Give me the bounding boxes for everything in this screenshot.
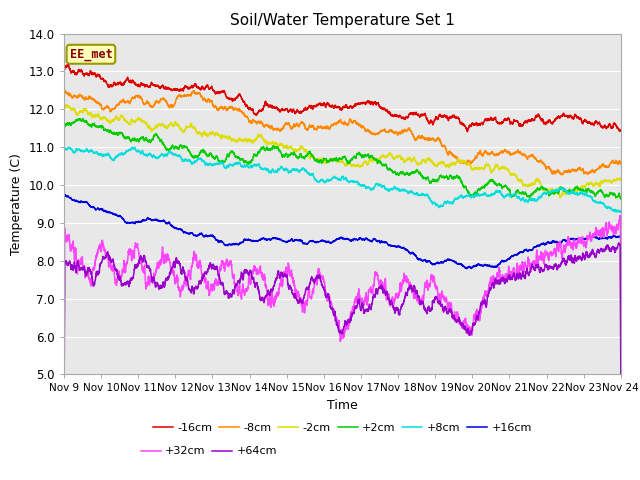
+64cm [179,265,187,271]
Line: +64cm: +64cm [64,243,621,412]
+32cm [216,269,223,275]
+8cm [397,188,404,193]
-16cm [65,61,72,67]
-8cm [180,93,188,99]
Line: -16cm: -16cm [64,64,621,132]
-2cm [617,177,625,182]
-8cm [60,89,68,95]
+2cm [406,171,414,177]
+32cm [564,235,572,241]
+64cm [397,307,404,312]
Line: +32cm: +32cm [64,216,621,393]
-2cm [397,155,404,161]
-8cm [406,129,414,134]
+2cm [180,144,188,150]
-16cm [60,67,68,72]
-16cm [406,111,414,117]
+16cm [564,238,572,243]
+2cm [397,170,404,176]
+2cm [564,190,572,195]
-2cm [63,102,70,108]
-16cm [463,129,471,134]
Y-axis label: Temperature (C): Temperature (C) [10,153,23,255]
-2cm [406,156,414,162]
-8cm [61,88,69,94]
-8cm [397,131,404,136]
+16cm [397,245,404,251]
Line: +8cm: +8cm [64,147,621,212]
-16cm [180,87,188,93]
Legend: +32cm, +64cm: +32cm, +64cm [136,442,282,461]
+64cm [615,240,623,246]
+64cm [60,409,68,415]
+16cm [216,239,223,245]
+16cm [617,233,625,239]
+64cm [617,371,625,376]
+32cm [179,282,187,288]
+16cm [60,192,68,197]
-8cm [557,172,564,178]
-16cm [397,114,404,120]
-16cm [564,114,572,120]
+32cm [397,285,404,290]
+8cm [60,144,68,150]
-16cm [216,90,223,96]
+8cm [617,209,625,215]
+2cm [617,195,625,201]
-2cm [617,177,625,183]
+8cm [564,191,572,196]
+8cm [216,161,223,167]
+64cm [564,257,572,263]
+16cm [61,192,68,197]
-2cm [180,129,188,134]
+2cm [617,196,625,202]
+8cm [617,209,625,215]
-2cm [216,132,223,138]
Title: Soil/Water Temperature Set 1: Soil/Water Temperature Set 1 [230,13,455,28]
-8cm [564,168,572,174]
+8cm [406,188,414,194]
-2cm [556,195,564,201]
-8cm [617,161,625,167]
-2cm [564,189,572,195]
-8cm [216,105,223,111]
+2cm [60,121,68,127]
Text: EE_met: EE_met [70,48,112,61]
+8cm [179,157,187,163]
+16cm [406,251,414,257]
+32cm [406,283,414,289]
Line: -8cm: -8cm [64,91,621,175]
+16cm [463,266,470,272]
+2cm [617,195,625,201]
+8cm [616,209,624,215]
-8cm [617,161,625,167]
+16cm [617,233,625,239]
+32cm [60,390,68,396]
+32cm [617,344,625,350]
-16cm [617,127,625,133]
Line: +16cm: +16cm [64,194,621,269]
+32cm [617,257,625,263]
+64cm [216,275,223,280]
Line: +2cm: +2cm [64,119,621,199]
+32cm [616,213,624,218]
-16cm [617,128,625,134]
-2cm [60,103,68,108]
+16cm [180,229,188,235]
+2cm [216,158,223,164]
X-axis label: Time: Time [327,399,358,412]
Line: -2cm: -2cm [64,105,621,198]
+2cm [79,116,86,121]
+64cm [617,308,625,314]
+64cm [406,285,414,291]
